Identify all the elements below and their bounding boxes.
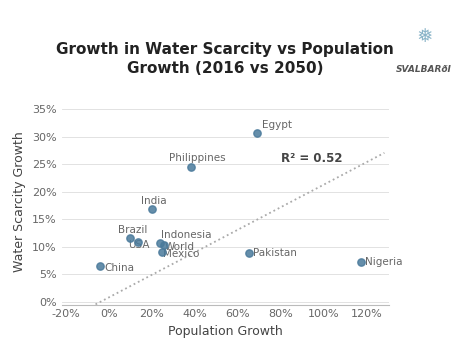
- Text: Philippines: Philippines: [169, 153, 226, 163]
- Point: [134, 239, 142, 245]
- X-axis label: Population Growth: Population Growth: [168, 325, 283, 338]
- Point: [187, 164, 194, 170]
- Text: SVALBARðI: SVALBARðI: [396, 65, 452, 75]
- Text: Nigeria: Nigeria: [365, 257, 402, 267]
- Text: China: China: [105, 263, 135, 273]
- Text: Growth in Water Scarcity vs Population
Growth (2016 vs 2050): Growth in Water Scarcity vs Population G…: [56, 42, 394, 76]
- Point: [148, 206, 156, 212]
- Text: Brazil: Brazil: [118, 225, 147, 235]
- Point: [245, 250, 253, 255]
- Text: Indonesia: Indonesia: [161, 230, 211, 239]
- Text: R² = 0.52: R² = 0.52: [281, 152, 343, 165]
- Point: [127, 236, 134, 241]
- Point: [156, 240, 164, 246]
- Y-axis label: Water Scarcity Growth: Water Scarcity Growth: [13, 131, 27, 272]
- Point: [254, 131, 261, 136]
- Point: [97, 263, 104, 269]
- Text: ❅: ❅: [416, 27, 432, 46]
- Text: Pakistan: Pakistan: [253, 248, 297, 258]
- Point: [160, 242, 168, 248]
- Text: Mexico: Mexico: [163, 249, 199, 259]
- Point: [357, 259, 365, 264]
- Text: USA: USA: [128, 240, 150, 250]
- Text: World: World: [165, 241, 195, 252]
- Point: [158, 250, 165, 255]
- Text: Egypt: Egypt: [262, 120, 292, 130]
- Text: India: India: [141, 196, 167, 206]
